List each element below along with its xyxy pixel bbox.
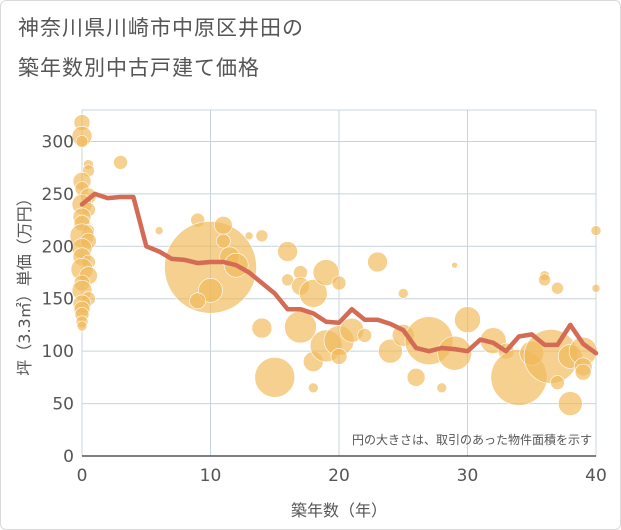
x-axis-title: 築年数（年） [291, 501, 387, 520]
data-bubble [307, 382, 319, 394]
data-bubble [378, 338, 403, 364]
y-tick-label: 150 [42, 290, 74, 310]
y-tick-label: 50 [52, 395, 74, 415]
y-tick-label: 200 [42, 237, 74, 257]
data-bubble [397, 288, 409, 299]
y-axis-title: 坪（3.3㎡）単価（万円） [15, 190, 34, 375]
data-bubble [357, 328, 373, 343]
tick-labels: 0 50 100 150 200 250 300 0 10 20 30 40 [42, 132, 607, 486]
x-tick-label: 30 [457, 466, 479, 486]
data-bubble [214, 216, 233, 235]
data-bubble [312, 259, 340, 286]
data-bubble [330, 348, 348, 365]
chart-title-line-2: 築年数別中古戸建て価格 [18, 56, 260, 80]
data-bubble [451, 261, 458, 269]
y-tick-label: 300 [42, 132, 74, 152]
x-tick-label: 40 [585, 466, 607, 486]
data-bubble [154, 226, 164, 235]
data-bubble [189, 292, 206, 310]
y-tick-label: 100 [42, 342, 74, 362]
data-bubble [277, 241, 298, 262]
data-bubble [591, 283, 601, 293]
data-bubble [557, 391, 583, 416]
data-bubble [436, 382, 448, 394]
data-bubble [574, 363, 592, 381]
data-bubble [76, 320, 88, 332]
data-bubble [284, 310, 317, 344]
data-bubble [216, 233, 231, 249]
x-tick-label: 10 [200, 466, 222, 486]
average-price-line [79, 191, 599, 356]
x-tick-label: 0 [77, 466, 88, 486]
data-bubble [538, 273, 551, 287]
data-bubble [244, 231, 254, 241]
data-bubble [454, 306, 481, 333]
data-bubble [254, 357, 296, 398]
data-bubble [251, 317, 273, 339]
data-bubble [281, 273, 294, 287]
data-bubble [437, 335, 472, 371]
data-bubble [113, 155, 128, 170]
chart-title-line-1: 神奈川県川崎市中原区井田の [18, 16, 304, 40]
data-bubble [255, 229, 269, 243]
bubble-size-note: 円の大きさは、取引のあった物件面積を示す [352, 432, 592, 447]
average-line [79, 191, 599, 356]
data-bubble [590, 225, 602, 236]
y-tick-label: 250 [42, 185, 74, 205]
y-tick-label: 0 [63, 447, 74, 467]
data-bubble [406, 368, 426, 387]
x-tick-label: 20 [328, 466, 350, 486]
bubbles [69, 114, 602, 416]
data-bubble [550, 375, 565, 390]
data-bubble [164, 220, 257, 314]
data-bubble [367, 251, 388, 273]
data-bubble [298, 279, 328, 308]
data-bubble [75, 135, 89, 148]
data-bubble [331, 275, 347, 291]
data-bubble [551, 281, 564, 295]
